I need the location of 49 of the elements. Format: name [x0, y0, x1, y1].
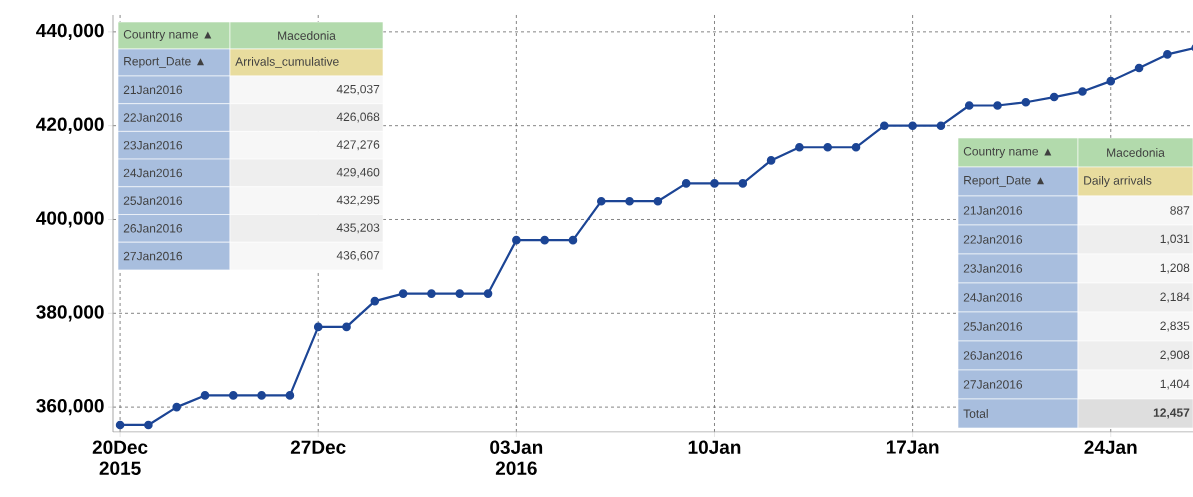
- annotation: 25Jan2016: [963, 322, 1023, 331]
- annotation: Report_Date ▲: [124, 57, 205, 68]
- annotation: 21Jan2016: [963, 206, 1023, 215]
- y-tick-label: 440,000: [36, 23, 104, 40]
- annotation: 21Jan2016: [123, 85, 183, 95]
- annotation: 432,295: [336, 195, 380, 206]
- y-tick-label: 400,000: [36, 211, 104, 228]
- annotation: Report_Date ▲: [964, 176, 1044, 187]
- annotation: 425,037: [336, 84, 380, 95]
- x-tick-label: 24Jan: [1084, 440, 1137, 454]
- annotation: 1,404: [1160, 379, 1190, 390]
- x-tick-label: 27Dec: [290, 440, 346, 454]
- annotation: 25Jan2016: [123, 196, 183, 205]
- annotation: Country name ▲: [963, 147, 1052, 158]
- annotation: Macedonia: [278, 31, 336, 40]
- annotation: 22Jan2016: [963, 235, 1023, 244]
- annotation: 27Jan2016: [123, 251, 183, 261]
- annotation: 24Jan2016: [963, 293, 1023, 302]
- annotation: 12,457: [1153, 408, 1190, 419]
- annotation: Total: [963, 409, 988, 418]
- annotation: Daily arrivals: [1084, 175, 1152, 188]
- annotation: 27Jan2016: [963, 380, 1023, 389]
- annotation: 2,835: [1160, 321, 1190, 332]
- annotation: 26Jan2016: [123, 224, 183, 233]
- annotation: 22Jan2016: [123, 113, 183, 122]
- x-tick-label: 20Dec 2015: [92, 440, 148, 475]
- x-tick-label: 10Jan: [688, 440, 741, 454]
- x-tick-label: 03Jan 2016: [490, 440, 543, 475]
- y-tick-label: 420,000: [36, 117, 104, 134]
- annotation: 23Jan2016: [123, 140, 183, 150]
- annotation: 2,908: [1160, 350, 1190, 361]
- annotation: 1,208: [1160, 263, 1190, 274]
- annotation: 435,203: [336, 223, 380, 234]
- annotation: 436,607: [336, 251, 380, 261]
- annotation: 24Jan2016: [123, 168, 183, 178]
- annotation: 426,068: [336, 112, 380, 123]
- annotation: 2,184: [1160, 292, 1190, 303]
- annotation: Arrivals_cumulative: [235, 56, 339, 69]
- y-tick-label: 360,000: [36, 399, 104, 416]
- annotation: 429,460: [336, 167, 380, 178]
- y-tick-label: 380,000: [36, 305, 104, 322]
- annotation: 23Jan2016: [963, 264, 1023, 273]
- annotation: 26Jan2016: [963, 351, 1023, 360]
- annotation: Country name ▲: [123, 30, 212, 41]
- annotation: Macedonia: [1107, 148, 1165, 157]
- annotation: 887: [1170, 206, 1190, 215]
- annotation: 1,031: [1160, 234, 1190, 245]
- x-tick-label: 17Jan: [886, 440, 939, 454]
- annotation: 427,276: [336, 140, 380, 151]
